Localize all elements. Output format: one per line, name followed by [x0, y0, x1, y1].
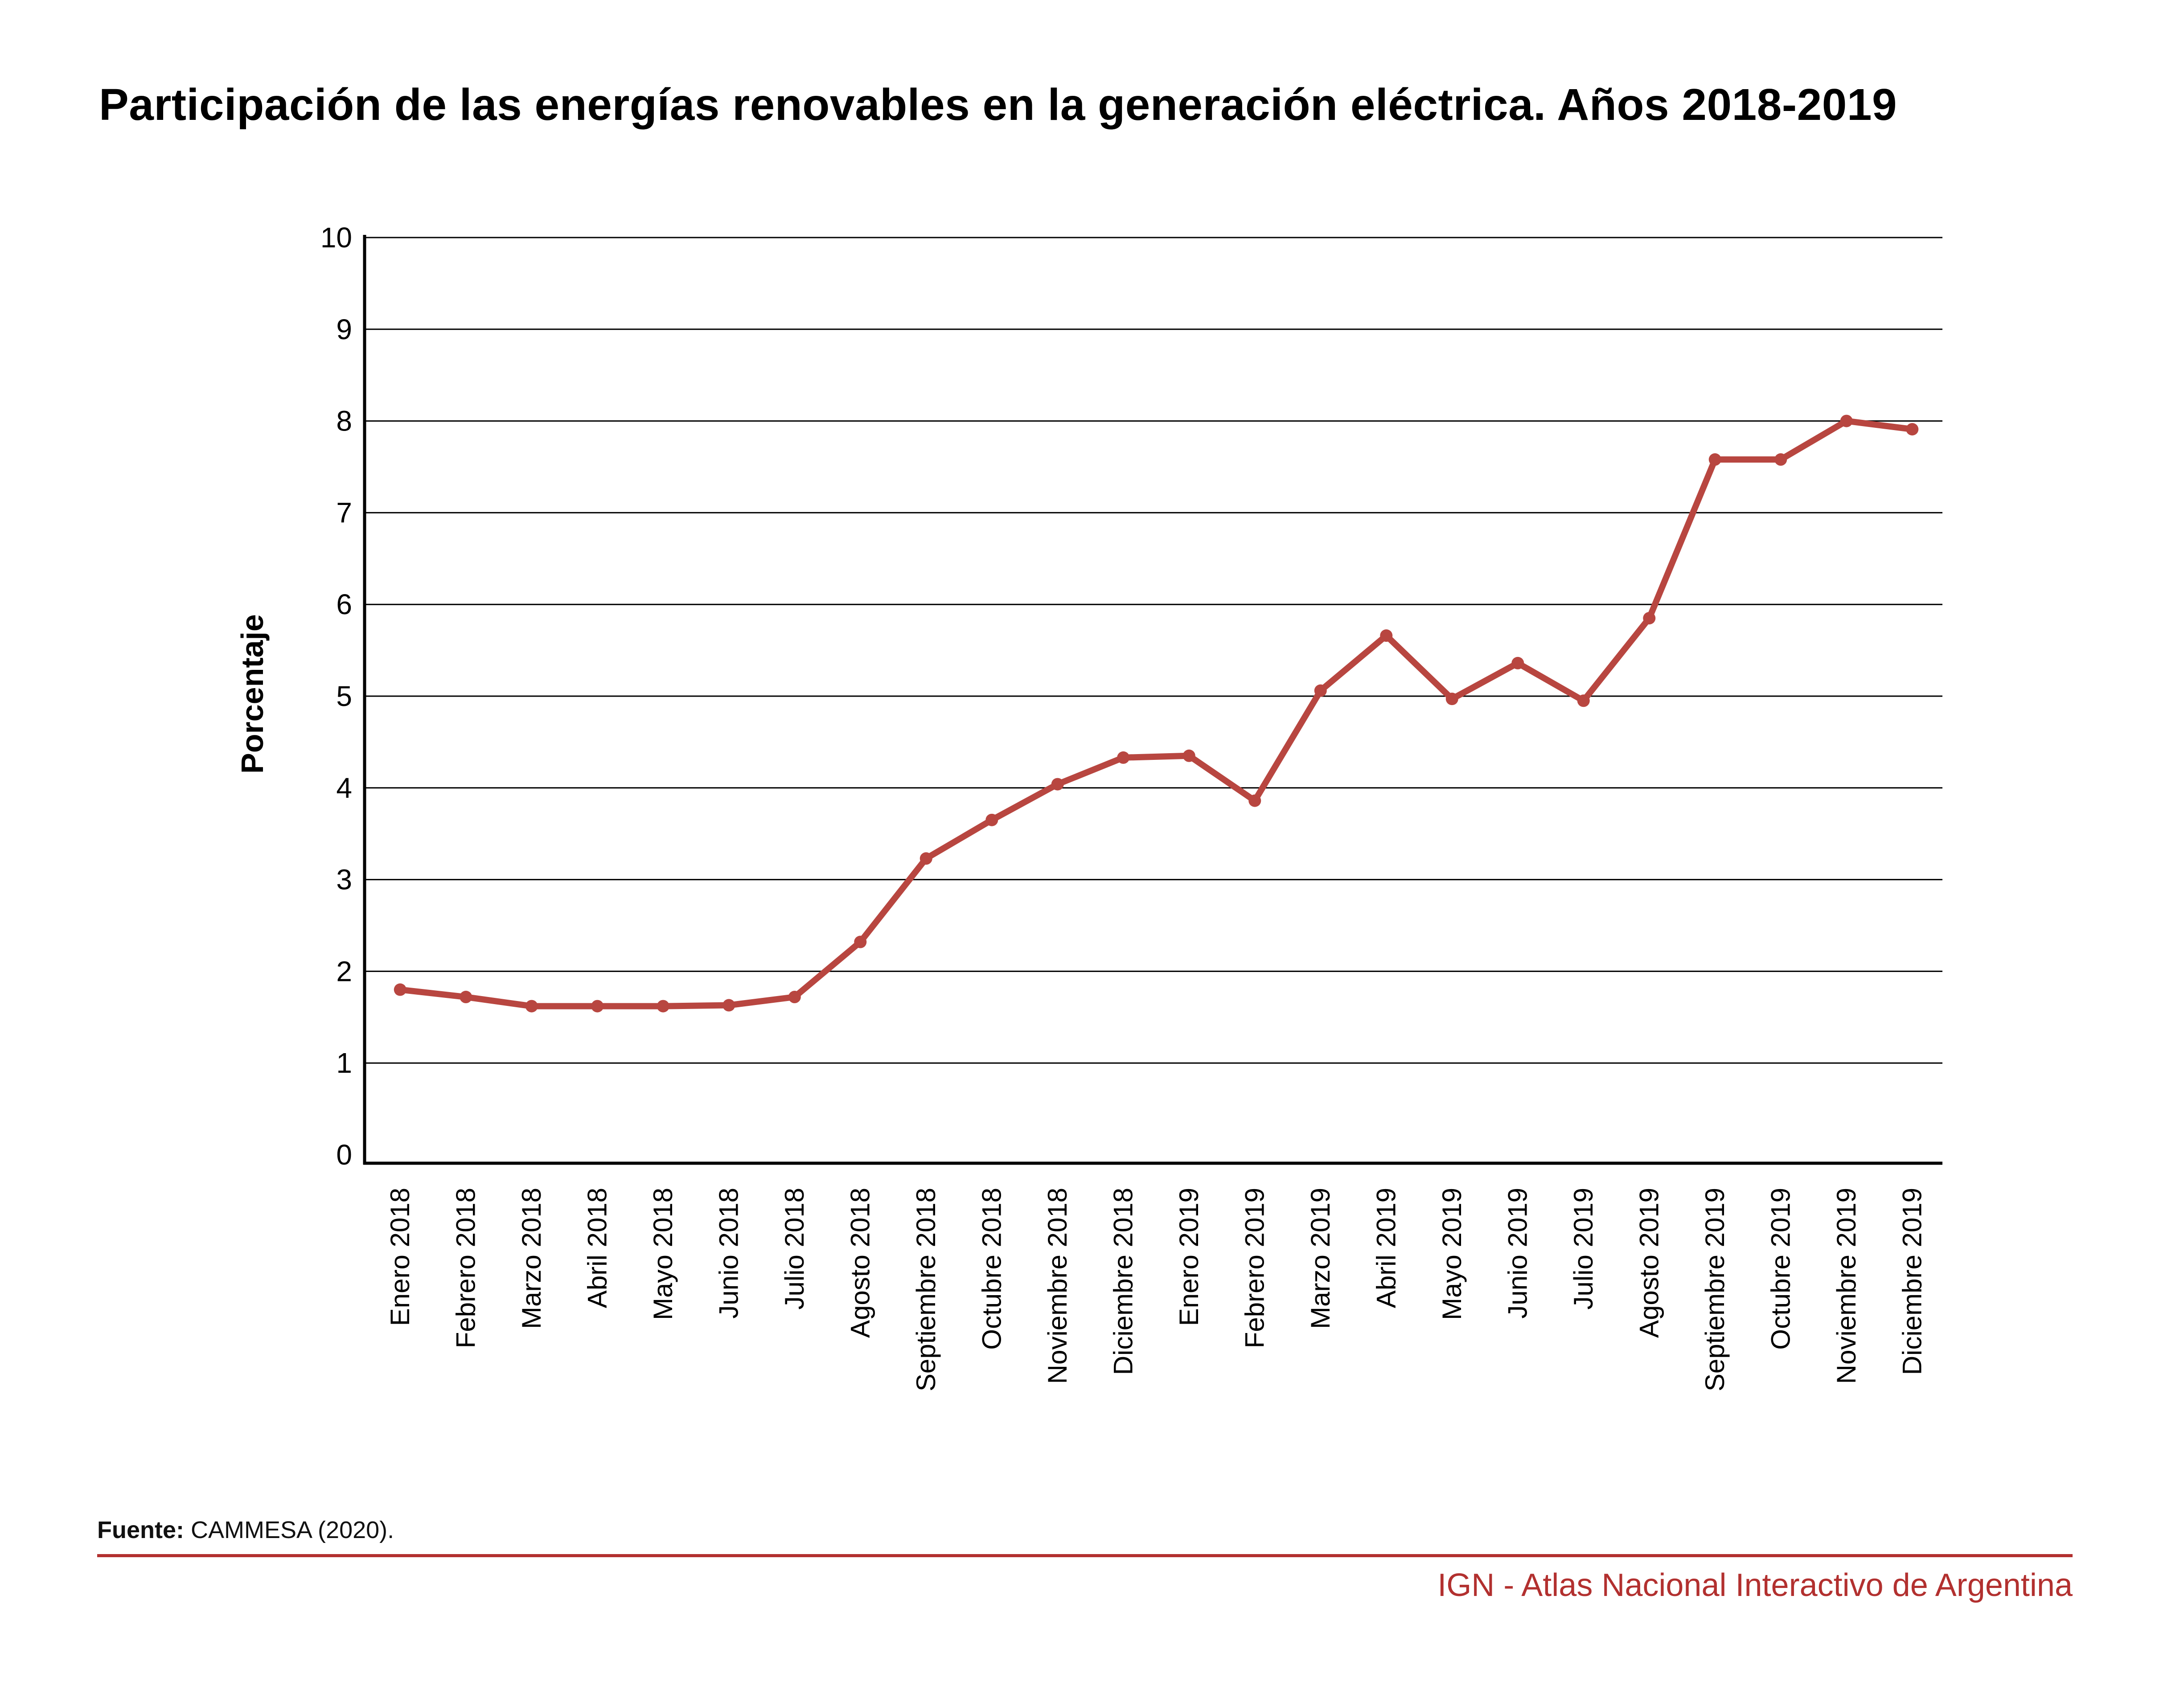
data-point	[788, 991, 801, 1004]
y-tick-label: 7	[336, 496, 352, 529]
y-tick-label: 0	[336, 1139, 352, 1171]
x-tick-label: Marzo 2018	[517, 1188, 546, 1329]
y-tick-label: 6	[336, 588, 352, 620]
gridlines	[365, 237, 1942, 1064]
x-tick-label: Diciembre 2019	[1897, 1188, 1927, 1375]
x-axis-ticks: Enero 2018 Febrero 2018 Marzo 2018 Abril 20…	[385, 1188, 1927, 1391]
data-point	[591, 1000, 604, 1013]
series	[394, 414, 1919, 1013]
x-tick-label: Mayo 2018	[648, 1188, 678, 1320]
series-line	[397, 418, 1916, 1009]
x-tick-label: Octubre 2018	[977, 1188, 1006, 1350]
source-label: Fuente:	[97, 1517, 184, 1543]
y-tick-label: 2	[336, 955, 352, 987]
x-tick-label: Mayo 2019	[1437, 1188, 1467, 1320]
y-tick-label: 8	[336, 405, 352, 437]
data-point	[1577, 694, 1590, 707]
data-point	[723, 999, 735, 1012]
x-tick-label: Junio 2019	[1503, 1188, 1532, 1319]
x-tick-label: Octubre 2019	[1765, 1188, 1795, 1350]
data-point	[1051, 778, 1064, 791]
x-tick-label: Agosto 2018	[845, 1188, 875, 1338]
y-tick-label: 1	[336, 1047, 352, 1079]
data-point	[1117, 751, 1130, 764]
data-point	[854, 935, 867, 948]
x-tick-label: Junio 2018	[714, 1188, 743, 1319]
data-point	[1708, 453, 1721, 466]
x-tick-label: Diciembre 2018	[1108, 1188, 1138, 1375]
x-tick-label: Febrero 2019	[1240, 1188, 1269, 1348]
data-point	[1380, 629, 1393, 642]
x-tick-label: Agosto 2019	[1634, 1188, 1664, 1338]
x-tick-label: Febrero 2018	[451, 1188, 480, 1348]
y-tick-label: 5	[336, 680, 352, 712]
x-tick-label: Enero 2018	[385, 1188, 415, 1326]
data-point	[1840, 414, 1853, 427]
data-point	[394, 983, 406, 996]
y-axis-label: Porcentaje	[235, 614, 270, 774]
chart-title: Participación de las energías renovables…	[99, 80, 1897, 130]
data-point	[985, 813, 998, 826]
source-text: CAMMESA (2020).	[184, 1517, 394, 1543]
data-point	[1445, 693, 1458, 706]
x-tick-label: Noviembre 2019	[1831, 1188, 1861, 1384]
x-tick-label: Septiembre 2019	[1700, 1188, 1730, 1391]
data-point	[1182, 749, 1195, 762]
x-tick-label: Abril 2018	[582, 1188, 612, 1308]
data-point	[1314, 684, 1327, 697]
data-point	[460, 991, 472, 1004]
data-point	[657, 1000, 669, 1013]
y-tick-label: 3	[336, 864, 352, 896]
x-tick-label: Enero 2019	[1174, 1188, 1204, 1326]
y-tick-label: 9	[336, 313, 352, 345]
data-point	[920, 852, 932, 865]
brand-credit: IGN - Atlas Nacional Interactivo de Arge…	[1437, 1567, 2073, 1603]
data-point	[525, 1000, 538, 1013]
data-point	[1248, 794, 1261, 807]
x-tick-label: Marzo 2019	[1305, 1188, 1335, 1329]
data-point	[1906, 423, 1919, 436]
x-tick-label: Abril 2019	[1371, 1188, 1401, 1308]
x-tick-label: Septiembre 2018	[911, 1188, 941, 1391]
y-axis-ticks: 0 1 2 3 4 5 6 7 8 9 10	[320, 222, 352, 1171]
data-point	[1774, 453, 1787, 466]
footer-divider	[97, 1554, 2073, 1557]
y-tick-label: 4	[336, 772, 352, 804]
source-note: Fuente: CAMMESA (2020).	[97, 1516, 394, 1544]
y-tick-label: 10	[320, 222, 352, 254]
x-tick-label: Julio 2019	[1568, 1188, 1598, 1310]
x-tick-label: Julio 2018	[780, 1188, 809, 1310]
data-point	[1511, 656, 1524, 669]
x-tick-label: Noviembre 2018	[1043, 1188, 1072, 1384]
data-point	[1643, 612, 1656, 625]
axes	[363, 235, 1942, 1165]
